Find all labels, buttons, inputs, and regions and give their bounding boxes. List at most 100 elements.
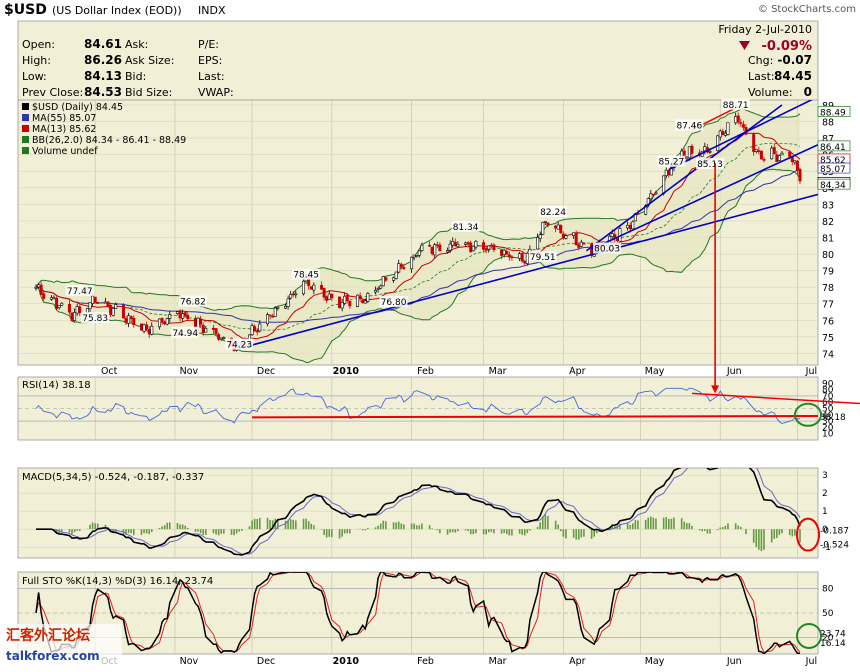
candle-body (402, 267, 406, 270)
candle-body (754, 149, 758, 152)
candle-body (55, 297, 59, 309)
macd-right-label: -0.187 (820, 527, 849, 537)
candle-body (276, 306, 280, 309)
quote-field: Ask Size: (125, 54, 174, 67)
quote-mid: Ask: Ask Size: Bid: Bid Size: (125, 38, 174, 99)
quote-value: -0.07 (777, 53, 812, 67)
candle-body (75, 306, 79, 314)
candle-body (193, 318, 197, 327)
candle-body (222, 337, 226, 339)
candle-body (271, 315, 275, 318)
right-label-box (817, 162, 851, 174)
logo-cn: 汇客外汇论坛 (6, 627, 90, 644)
candle-body (770, 147, 774, 160)
price-y-tick: 81 (822, 233, 834, 244)
candle-body (471, 245, 475, 252)
down-arrow-icon (739, 41, 750, 50)
price-annotation-bg (292, 268, 321, 280)
candle-body (507, 254, 511, 258)
candle-body (127, 315, 131, 324)
candle-body (258, 323, 262, 332)
candle-body (410, 256, 414, 270)
candle-body (114, 304, 118, 309)
candle-body (374, 289, 378, 293)
candle-body (484, 248, 488, 251)
exchange: INDX (198, 4, 226, 17)
symbol-name: (US Dollar Index (EOD)) (52, 4, 182, 17)
arrow-head-icon (711, 385, 720, 394)
right-label: 88.49 (820, 108, 846, 118)
candle-body (255, 330, 259, 333)
sto-y-tick: 80 (822, 584, 834, 594)
candle-body (690, 145, 694, 154)
rsi-support-line (252, 415, 818, 419)
sto-y-tick: 20 (822, 634, 834, 644)
candle-body (487, 245, 491, 250)
quote-label: High: (22, 54, 51, 67)
candle-body (579, 241, 583, 247)
candle-body (284, 305, 288, 309)
sto-x-tick: Jun (726, 656, 742, 667)
rsi-right-label: 38.18 (820, 413, 846, 423)
price-annotation-bg (695, 158, 724, 170)
macd-right-label: -0.524 (820, 541, 849, 551)
candle-body (157, 318, 161, 328)
legend-entry: MA(13) 85.62 (32, 124, 96, 135)
price-x-tick: Feb (417, 366, 434, 377)
candle-body (168, 314, 172, 319)
sto-layer (35, 572, 801, 654)
candle-body (312, 284, 316, 291)
candle-body (145, 324, 149, 330)
sto-x-tick: Jul (805, 656, 817, 667)
candle-body (320, 285, 324, 290)
price-y-tick: 79 (822, 267, 834, 278)
candle-body (160, 318, 164, 323)
rsi-y-tick: 30 (822, 417, 834, 427)
price-x-tick: Jun (726, 366, 742, 377)
candle-body (175, 311, 179, 314)
candle-body (70, 312, 74, 321)
candle-body (415, 255, 419, 257)
candle-body (669, 168, 673, 176)
candle-body (204, 328, 208, 333)
legend-swatch (22, 125, 29, 132)
candle-body (428, 244, 432, 247)
candle-body (183, 312, 187, 317)
header: $USD (US Dollar Index (EOD)) INDX © Stoc… (4, 2, 856, 18)
price-annotation-bg (178, 295, 207, 307)
price-x-tick: Jul (805, 366, 817, 377)
candle-body (561, 233, 565, 239)
right-label: 85.07 (820, 165, 846, 175)
candle-body (435, 244, 439, 246)
legend-entry: $USD (Daily) 84.45 (32, 102, 123, 113)
candle-body (564, 235, 568, 239)
candle-body (536, 237, 540, 250)
annotation-layer: 77.47 75.83 76.82 74.94 74.23 78.45 76.80 81.34… (65, 98, 860, 649)
candle-body (78, 306, 82, 313)
candle-body (142, 324, 146, 332)
candle-body (399, 263, 403, 268)
candle-body (502, 249, 506, 255)
rsi-resist-line (691, 392, 860, 405)
legend-entry: Volume undef (32, 146, 98, 157)
bb-mid-line (35, 142, 801, 331)
candle-body (451, 240, 455, 246)
candle-body (42, 293, 46, 299)
quote-field: VWAP: (198, 86, 234, 99)
candle-body (67, 303, 71, 313)
candle-body (777, 155, 781, 161)
candle-body (379, 285, 383, 289)
candle-body (543, 221, 547, 223)
sto-right-label: 23.74 (820, 630, 846, 640)
candle-body (325, 296, 329, 301)
quote-field: Bid: (125, 70, 146, 83)
candle-body (736, 115, 740, 123)
legend-entry: MA(55) 85.07 (32, 113, 96, 124)
candle-body (456, 244, 460, 247)
watermark: © StockCharts.com (758, 4, 856, 15)
sto-legend: Full STO %K(14,3) %D(3) 16.14, 23.74 (22, 576, 213, 587)
sto-right-label: 16.14 (820, 639, 846, 649)
candle-body (217, 334, 221, 340)
